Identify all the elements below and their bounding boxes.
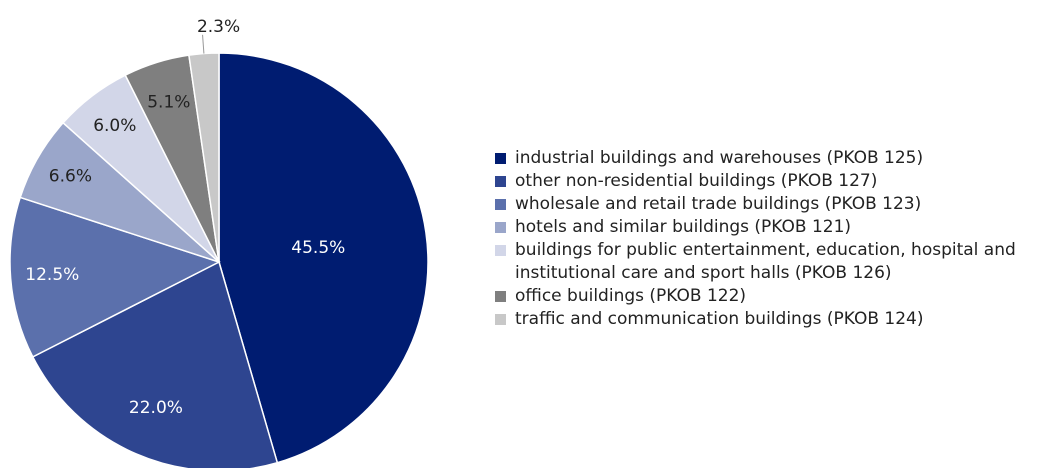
legend-label: traffic and communication buildings (PKO…: [515, 309, 924, 329]
slice-value-label: 45.5%: [291, 238, 345, 258]
legend-item: office buildings (PKOB 122): [493, 285, 1049, 308]
slice-value-label: 2.3%: [197, 17, 240, 37]
slice-labels: 45.5% 22.0% 12.5% 6.6% 6.0% 5.1% 2.3%: [25, 17, 345, 418]
label-leader-line: [202, 34, 205, 54]
legend-item: buildings for public entertainment, educ…: [493, 239, 1049, 285]
pie-slices: [9, 52, 429, 468]
chart-legend: industrial buildings and warehouses (PKO…: [493, 147, 1049, 331]
legend-item: wholesale and retail trade buildings (PK…: [493, 193, 1049, 216]
legend-label: office buildings (PKOB 122): [515, 286, 747, 306]
legend-item: other non-residential buildings (PKOB 12…: [493, 170, 1049, 193]
legend-swatch: [495, 199, 506, 210]
slice-value-label: 22.0%: [129, 398, 183, 418]
pie-slice: [218, 52, 429, 464]
pie-chart: 45.5% 22.0% 12.5% 6.6% 6.0% 5.1% 2.3%: [9, 17, 429, 468]
legend-swatch: [495, 222, 506, 233]
legend-swatch: [495, 314, 506, 325]
legend-swatch: [495, 291, 506, 302]
slice-value-label: 6.6%: [49, 167, 92, 187]
legend-item: traffic and communication buildings (PKO…: [493, 308, 1049, 331]
legend-swatch: [495, 245, 506, 256]
legend-swatch: [495, 176, 506, 187]
slice-value-label: 12.5%: [25, 265, 79, 285]
pie-slice: [31, 260, 279, 468]
legend-label: industrial buildings and warehouses (PKO…: [515, 148, 924, 168]
legend-item: industrial buildings and warehouses (PKO…: [493, 147, 1049, 170]
legend-swatch: [495, 153, 506, 164]
legend-label: other non-residential buildings (PKOB 12…: [515, 171, 878, 191]
slice-value-label: 5.1%: [147, 93, 190, 113]
legend-label: hotels and similar buildings (PKOB 121): [515, 217, 852, 237]
legend-label: wholesale and retail trade buildings (PK…: [515, 194, 922, 214]
pie-slice: [9, 196, 221, 358]
pie-slice: [188, 52, 220, 263]
legend-item: hotels and similar buildings (PKOB 121): [493, 216, 1049, 239]
slice-value-label: 6.0%: [93, 116, 136, 136]
legend-label: buildings for public entertainment, educ…: [515, 240, 1016, 283]
